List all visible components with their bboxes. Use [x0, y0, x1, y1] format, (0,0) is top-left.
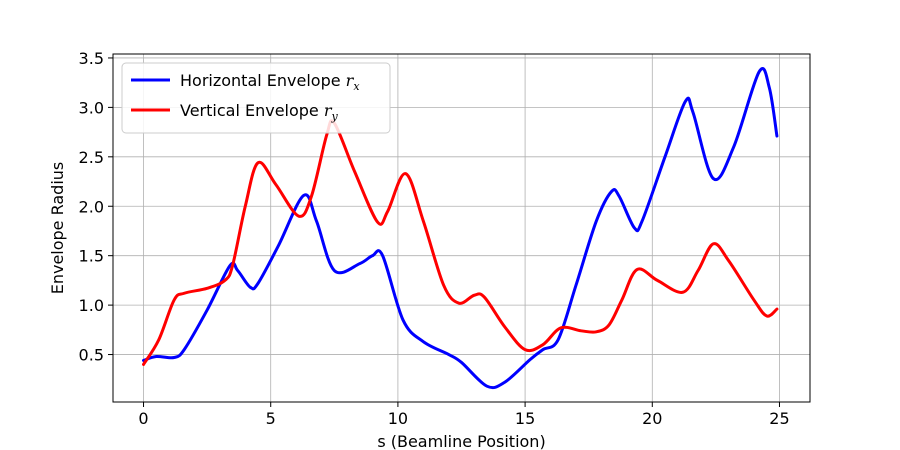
legend-symbol: r — [324, 101, 333, 120]
series-lines — [142, 67, 779, 390]
legend-symbol: r — [346, 71, 355, 90]
y-axis-label: Envelope Radius — [48, 162, 67, 295]
x-tick-label: 10 — [388, 409, 408, 428]
legend: Horizontal Envelope rx Vertical Envelope … — [121, 62, 391, 134]
y-tick-label: 0.5 — [79, 346, 104, 365]
legend-label: Vertical Envelope ry — [180, 101, 339, 123]
vertical-envelope-line — [142, 119, 779, 366]
y-tick-label: 3.0 — [79, 98, 104, 117]
x-axis-label: s (Beamline Position) — [377, 432, 545, 450]
legend-subscript: x — [353, 80, 360, 93]
plot-frame — [112, 53, 811, 403]
x-tick-label: 0 — [138, 409, 148, 428]
x-tick-label: 15 — [515, 409, 535, 428]
y-tick-label: 2.5 — [79, 148, 104, 167]
y-tick-label: 1.5 — [79, 247, 104, 266]
legend-subscript: y — [331, 110, 339, 123]
y-tick-label: 1.0 — [79, 296, 104, 315]
x-tick-label: 20 — [642, 409, 662, 428]
axis-ticks: 0 5 10 15 20 25 0.5 1.0 1.5 2.0 2.5 3.0 3.5 — [79, 49, 790, 428]
y-tick-label: 3.5 — [79, 49, 104, 68]
grid — [113, 54, 810, 402]
legend-box — [121, 62, 391, 134]
x-tick-label: 25 — [769, 409, 789, 428]
y-tick-label: 2.0 — [79, 197, 104, 216]
horizontal-envelope-line — [142, 67, 779, 390]
x-tick-label: 5 — [266, 409, 276, 428]
legend-label: Horizontal Envelope rx — [180, 71, 360, 93]
